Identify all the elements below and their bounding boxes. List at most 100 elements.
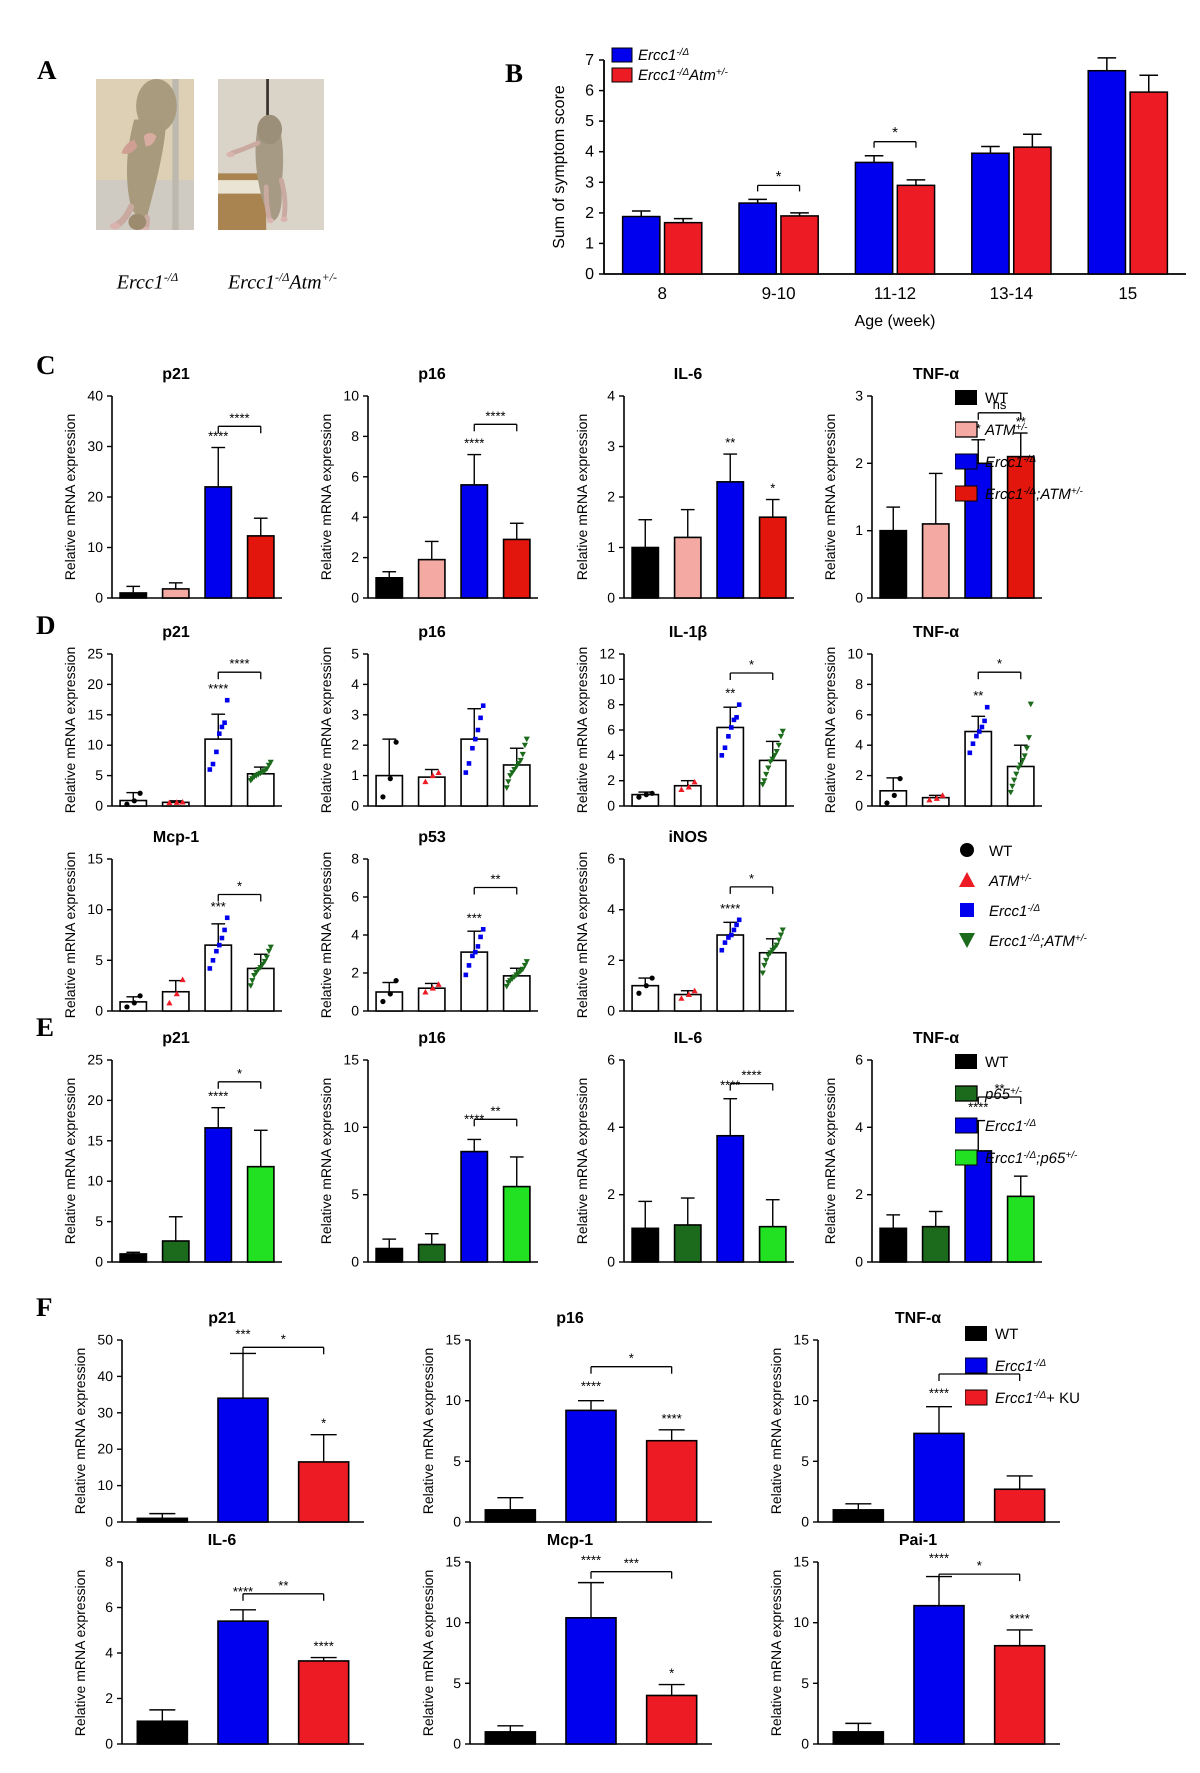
svg-text:Relative mRNA expression: Relative mRNA expression [822, 1078, 838, 1245]
svg-text:25: 25 [87, 646, 103, 662]
svg-text:**: ** [490, 1103, 500, 1118]
svg-text:0: 0 [607, 590, 615, 606]
svg-text:1: 1 [351, 767, 359, 783]
svg-text:2: 2 [585, 205, 594, 222]
svg-text:IL-1β: IL-1β [669, 624, 707, 641]
svg-text:****: **** [208, 1089, 228, 1104]
svg-text:*: * [281, 1331, 286, 1346]
svg-text:30: 30 [97, 1404, 113, 1420]
svg-text:****: **** [929, 1386, 949, 1401]
svg-text:Relative mRNA expression: Relative mRNA expression [574, 414, 590, 581]
svg-text:***: *** [235, 1326, 250, 1341]
svg-text:1: 1 [855, 522, 863, 538]
svg-text:****: **** [314, 1639, 334, 1654]
svg-text:Mcp-1: Mcp-1 [153, 829, 199, 846]
svg-text:6: 6 [855, 1052, 863, 1068]
svg-text:**: ** [278, 1578, 288, 1593]
svg-text:****: **** [208, 681, 228, 696]
svg-text:IL-6: IL-6 [674, 1030, 703, 1047]
svg-text:**: ** [973, 688, 983, 703]
svg-text:Relative mRNA expression: Relative mRNA expression [574, 647, 590, 814]
svg-text:0: 0 [453, 1736, 461, 1752]
svg-text:6: 6 [351, 468, 359, 484]
svg-text:10: 10 [87, 737, 103, 753]
svg-text:40: 40 [97, 1368, 113, 1384]
svg-text:15: 15 [1118, 284, 1137, 303]
svg-text:30: 30 [87, 438, 103, 454]
svg-text:4: 4 [351, 927, 359, 943]
svg-text:6: 6 [585, 83, 594, 100]
svg-text:Relative mRNA expression: Relative mRNA expression [574, 852, 590, 1019]
svg-text:2: 2 [351, 737, 359, 753]
svg-text:0: 0 [607, 798, 615, 814]
svg-text:15: 15 [793, 1554, 809, 1570]
svg-text:Ercc1-/Δ: Ercc1-/Δ [989, 903, 1040, 921]
svg-text:5: 5 [95, 1213, 103, 1229]
svg-text:4: 4 [351, 676, 359, 692]
svg-text:*: * [776, 168, 782, 185]
svg-text:ATM+/-: ATM+/- [988, 873, 1032, 891]
svg-text:***: *** [467, 910, 482, 925]
svg-text:4: 4 [855, 1119, 863, 1135]
svg-text:****: **** [464, 436, 484, 451]
svg-text:0: 0 [607, 1254, 615, 1270]
svg-text:6: 6 [607, 722, 615, 738]
svg-text:0: 0 [855, 590, 863, 606]
svg-text:p16: p16 [556, 1310, 584, 1327]
svg-text:Relative mRNA expression: Relative mRNA expression [768, 1570, 784, 1737]
svg-text:Ercc1-/Δ;p65+/-: Ercc1-/Δ;p65+/- [985, 1150, 1078, 1168]
svg-text:iNOS: iNOS [668, 829, 707, 846]
svg-text:4: 4 [607, 901, 615, 917]
svg-text:20: 20 [87, 1092, 103, 1108]
svg-text:Relative mRNA expression: Relative mRNA expression [318, 647, 334, 814]
svg-text:*: * [977, 1558, 982, 1573]
svg-text:4: 4 [607, 747, 615, 763]
svg-text:8: 8 [657, 284, 666, 303]
svg-text:15: 15 [87, 1132, 103, 1148]
svg-text:5: 5 [801, 1453, 809, 1469]
svg-text:20: 20 [87, 676, 103, 692]
svg-text:*: * [669, 1666, 674, 1681]
svg-text:Relative mRNA expression: Relative mRNA expression [822, 414, 838, 581]
svg-text:IL-6: IL-6 [674, 366, 703, 383]
svg-text:0: 0 [351, 798, 359, 814]
svg-text:5: 5 [453, 1453, 461, 1469]
svg-text:8: 8 [105, 1554, 113, 1570]
svg-text:0: 0 [95, 798, 103, 814]
svg-text:Relative mRNA expression: Relative mRNA expression [62, 1078, 78, 1245]
svg-text:*: * [997, 656, 1002, 671]
svg-text:0: 0 [95, 1254, 103, 1270]
svg-text:4: 4 [855, 737, 863, 753]
svg-text:5: 5 [95, 952, 103, 968]
svg-text:10: 10 [87, 901, 103, 917]
svg-text:2: 2 [607, 489, 615, 505]
svg-text:0: 0 [95, 1003, 103, 1019]
svg-text:Relative mRNA expression: Relative mRNA expression [768, 1348, 784, 1515]
svg-text:**: ** [725, 686, 735, 701]
svg-text:0: 0 [95, 590, 103, 606]
svg-text:0: 0 [855, 798, 863, 814]
svg-text:10: 10 [343, 388, 359, 404]
svg-text:4: 4 [585, 144, 594, 161]
svg-text:TNF-α: TNF-α [913, 1030, 959, 1047]
svg-text:2: 2 [855, 767, 863, 783]
svg-text:6: 6 [105, 1599, 113, 1615]
svg-text:2: 2 [607, 772, 615, 788]
svg-text:8: 8 [351, 428, 359, 444]
svg-text:15: 15 [343, 1052, 359, 1068]
svg-text:p21: p21 [208, 1310, 236, 1327]
svg-text:10: 10 [445, 1392, 461, 1408]
svg-text:2: 2 [607, 1186, 615, 1202]
svg-text:Relative mRNA expression: Relative mRNA expression [62, 852, 78, 1019]
svg-text:*: * [321, 1416, 326, 1431]
svg-text:10: 10 [445, 1614, 461, 1630]
svg-text:****: **** [485, 408, 505, 423]
svg-text:IL-6: IL-6 [208, 1532, 237, 1549]
svg-text:p21: p21 [162, 624, 190, 641]
svg-text:0: 0 [855, 1254, 863, 1270]
svg-text:0: 0 [105, 1736, 113, 1752]
svg-text:1: 1 [585, 235, 594, 252]
svg-text:****: **** [581, 1553, 601, 1568]
svg-text:8: 8 [855, 676, 863, 692]
svg-text:15: 15 [87, 706, 103, 722]
